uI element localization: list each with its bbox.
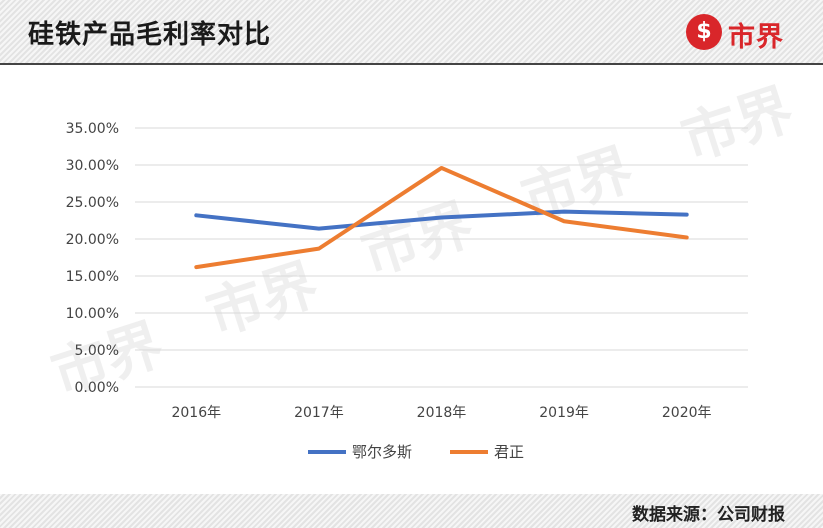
x-axis-ticks: 2016年 2017年 2018年 2019年 2020年: [171, 405, 711, 421]
x-tick-label: 2017年: [294, 405, 344, 421]
logo-text: 市界: [728, 22, 784, 53]
logo-mark-icon: $: [686, 14, 722, 50]
y-tick-label: 20.00%: [66, 232, 119, 248]
y-tick-label: 0.00%: [75, 380, 119, 396]
series-line-1: [194, 209, 689, 231]
grid-lines: [135, 127, 748, 388]
watermark-text: 市界: [514, 137, 641, 233]
y-tick-label: 30.00%: [66, 158, 119, 174]
shijie-logo: $ 市界: [686, 12, 806, 54]
y-axis-ticks: 0.00% 5.00% 10.00% 15.00% 20.00% 25.00% 30.00%…: [66, 121, 119, 396]
x-tick-label: 2019年: [539, 405, 589, 421]
series-line-2: [194, 165, 689, 270]
data-source: 数据来源：公司财报: [632, 505, 785, 525]
x-tick-label: 2020年: [662, 405, 712, 421]
series-lines: [194, 165, 689, 270]
header-divider: [0, 63, 823, 65]
watermark-text: 市界: [674, 77, 801, 173]
y-tick-label: 25.00%: [66, 195, 119, 211]
page-title: 硅铁产品毛利率对比: [28, 20, 272, 50]
x-tick-label: 2016年: [171, 405, 221, 421]
y-tick-label: 10.00%: [66, 306, 119, 322]
legend-label-1: 鄂尔多斯: [352, 443, 412, 461]
footer-bar: 数据来源：公司财报: [0, 494, 823, 528]
chart-legend: 鄂尔多斯 君正: [308, 443, 524, 461]
watermark-text: 市界: [199, 252, 326, 348]
x-tick-label: 2018年: [417, 405, 467, 421]
legend-label-2: 君正: [494, 443, 524, 461]
y-tick-label: 5.00%: [75, 343, 119, 359]
header-bar: 硅铁产品毛利率对比 $ 市界: [0, 0, 823, 63]
y-tick-label: 15.00%: [66, 269, 119, 285]
watermark-text: 市界: [354, 192, 481, 288]
y-tick-label: 35.00%: [66, 121, 119, 137]
